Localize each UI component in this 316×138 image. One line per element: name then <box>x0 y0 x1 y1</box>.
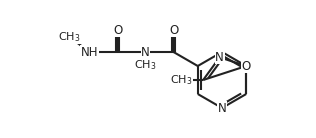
Text: CH$_3$: CH$_3$ <box>58 30 81 44</box>
Text: CH$_3$: CH$_3$ <box>170 73 192 87</box>
Text: O: O <box>113 23 122 36</box>
Text: CH$_3$: CH$_3$ <box>134 58 157 72</box>
Text: O: O <box>169 23 178 36</box>
Text: NH: NH <box>81 46 98 59</box>
Text: N: N <box>218 102 226 115</box>
Text: O: O <box>242 59 251 72</box>
Text: N: N <box>141 46 150 59</box>
Text: N: N <box>215 51 224 64</box>
